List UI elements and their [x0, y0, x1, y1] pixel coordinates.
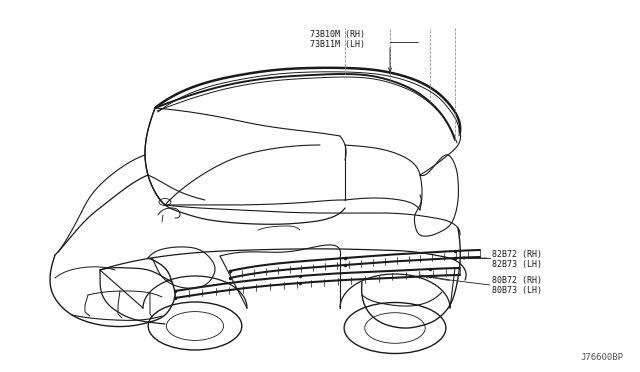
Text: 82B73 (LH): 82B73 (LH) — [492, 260, 542, 269]
Text: 82B72 (RH): 82B72 (RH) — [492, 250, 542, 260]
Text: 73B11M (LH): 73B11M (LH) — [310, 41, 365, 49]
Text: 80B72 (RH): 80B72 (RH) — [492, 276, 542, 285]
Text: 80B73 (LH): 80B73 (LH) — [492, 285, 542, 295]
Text: J76600BP: J76600BP — [580, 353, 623, 362]
Text: 73B10M (RH): 73B10M (RH) — [310, 31, 365, 39]
